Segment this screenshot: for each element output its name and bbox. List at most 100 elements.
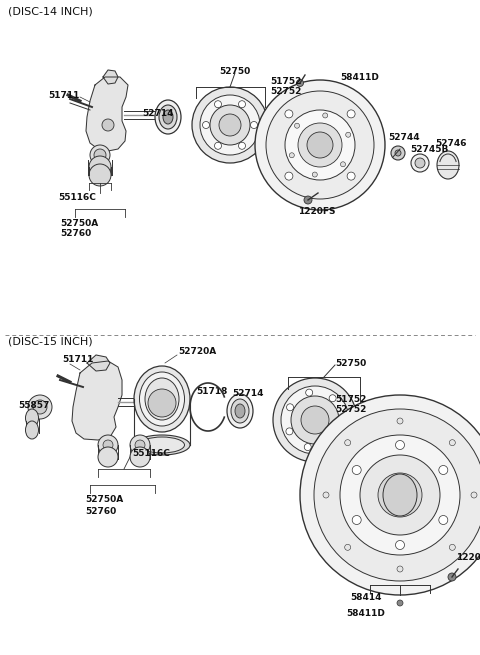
Circle shape (360, 455, 440, 535)
Ellipse shape (227, 394, 253, 428)
Ellipse shape (163, 110, 173, 124)
Ellipse shape (25, 409, 38, 427)
Text: 58411D: 58411D (347, 608, 385, 618)
Circle shape (215, 142, 221, 149)
Circle shape (90, 145, 110, 165)
Text: 55857: 55857 (18, 400, 49, 409)
Circle shape (298, 123, 342, 167)
Circle shape (312, 172, 317, 177)
Ellipse shape (437, 151, 459, 179)
Circle shape (396, 441, 405, 449)
Circle shape (397, 600, 403, 606)
Circle shape (287, 403, 294, 411)
Text: 51752: 51752 (335, 394, 366, 403)
Text: 52714: 52714 (142, 109, 173, 117)
Text: 58411D: 58411D (340, 73, 379, 81)
Circle shape (285, 110, 293, 118)
Circle shape (285, 172, 293, 180)
Text: 52750A: 52750A (85, 495, 123, 504)
Circle shape (148, 389, 176, 417)
Circle shape (340, 162, 346, 167)
Ellipse shape (140, 437, 184, 453)
Circle shape (295, 123, 300, 128)
Text: 58414: 58414 (350, 593, 382, 601)
Circle shape (89, 164, 111, 186)
Circle shape (203, 121, 209, 128)
Text: 52752: 52752 (335, 405, 366, 415)
Circle shape (346, 132, 351, 138)
Circle shape (391, 146, 405, 160)
Circle shape (239, 101, 245, 107)
Circle shape (411, 154, 429, 172)
Ellipse shape (159, 105, 177, 129)
Text: 55116C: 55116C (58, 193, 96, 202)
Circle shape (102, 119, 114, 131)
Ellipse shape (231, 399, 249, 423)
Circle shape (347, 172, 355, 180)
Circle shape (135, 440, 145, 450)
Circle shape (255, 80, 385, 210)
Circle shape (304, 443, 311, 451)
Circle shape (415, 158, 425, 168)
Circle shape (449, 440, 456, 445)
Circle shape (306, 389, 312, 396)
Circle shape (98, 447, 118, 467)
Text: 52760: 52760 (60, 229, 91, 238)
Circle shape (323, 492, 329, 498)
Text: 51752: 51752 (270, 77, 301, 86)
Polygon shape (72, 361, 122, 440)
Text: (DISC-15 INCH): (DISC-15 INCH) (8, 336, 93, 346)
Text: 1220FS: 1220FS (456, 553, 480, 561)
Circle shape (28, 395, 52, 419)
Polygon shape (86, 77, 128, 151)
Text: 51711: 51711 (62, 356, 94, 364)
Ellipse shape (25, 421, 38, 439)
Circle shape (219, 114, 241, 136)
Circle shape (89, 156, 111, 178)
Ellipse shape (134, 366, 190, 432)
Circle shape (307, 132, 333, 158)
Ellipse shape (383, 474, 417, 516)
Circle shape (329, 395, 336, 402)
Circle shape (281, 386, 349, 454)
Ellipse shape (235, 404, 245, 418)
Circle shape (210, 105, 250, 145)
Circle shape (449, 544, 456, 550)
Circle shape (297, 79, 303, 86)
Circle shape (192, 87, 268, 163)
Circle shape (352, 466, 361, 474)
Circle shape (130, 435, 150, 455)
Text: 55116C: 55116C (132, 449, 170, 457)
Circle shape (378, 473, 422, 517)
Circle shape (273, 378, 357, 462)
Text: 52750: 52750 (219, 67, 251, 75)
Circle shape (103, 440, 113, 450)
Circle shape (439, 515, 448, 525)
Circle shape (340, 435, 460, 555)
Text: 52714: 52714 (232, 388, 264, 398)
Circle shape (395, 150, 401, 156)
Circle shape (215, 101, 221, 107)
Polygon shape (103, 70, 118, 84)
Circle shape (33, 400, 47, 414)
Text: 51711: 51711 (48, 90, 79, 100)
Text: (DISC-14 INCH): (DISC-14 INCH) (8, 7, 93, 17)
Circle shape (200, 95, 260, 155)
Circle shape (286, 428, 293, 435)
Circle shape (304, 196, 312, 204)
Ellipse shape (140, 372, 184, 426)
Circle shape (352, 515, 361, 525)
Polygon shape (87, 355, 110, 371)
Text: 52720A: 52720A (178, 346, 216, 356)
Circle shape (314, 455, 322, 463)
Circle shape (251, 121, 257, 128)
Circle shape (285, 110, 355, 180)
Text: 1220FS: 1220FS (298, 206, 336, 215)
Circle shape (98, 435, 118, 455)
Circle shape (94, 149, 106, 161)
Ellipse shape (145, 378, 179, 420)
Circle shape (328, 439, 335, 446)
Circle shape (323, 113, 328, 118)
Circle shape (289, 153, 294, 158)
Circle shape (314, 409, 480, 581)
